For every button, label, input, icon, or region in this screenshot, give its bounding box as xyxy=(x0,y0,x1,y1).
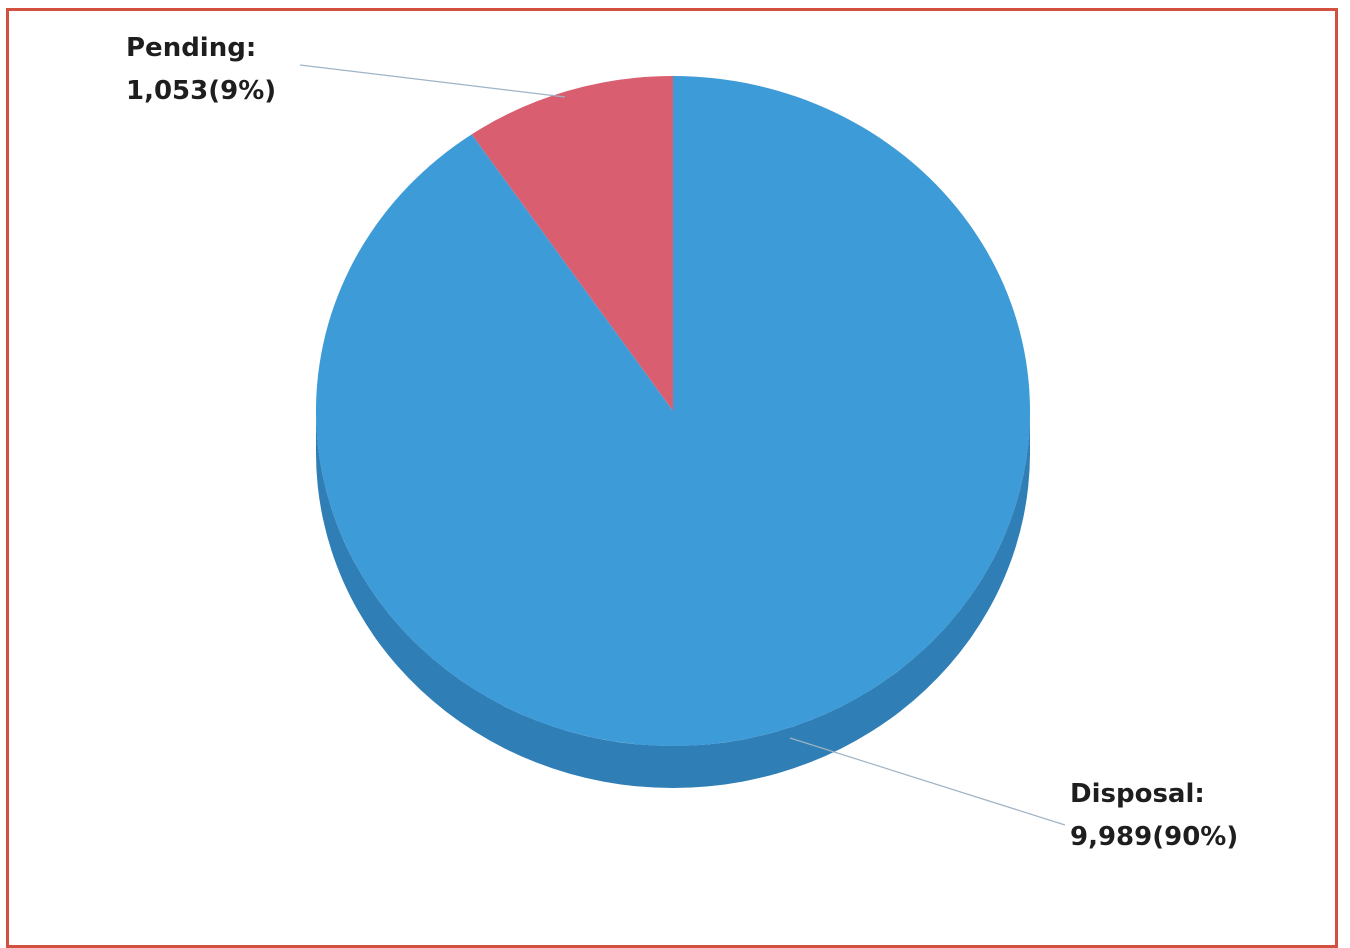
pie-slice-disposal xyxy=(316,76,1031,746)
leader-line-pending xyxy=(299,64,566,98)
leader-line-disposal xyxy=(789,737,1066,826)
slice-value-disposal: 9,989(90%) xyxy=(1070,822,1238,852)
slice-labels-group: Pending: 1,053(9%) Disposal: 9,989(90%) xyxy=(126,33,1238,852)
leader-lines-group xyxy=(299,64,1066,826)
pie-slice-pending xyxy=(471,76,673,411)
slice-value-pending: 1,053(9%) xyxy=(126,76,276,106)
pie-top-group xyxy=(316,76,1031,746)
slice-label-pending: Pending: xyxy=(126,33,256,63)
slice-label-disposal: Disposal: xyxy=(1070,779,1205,809)
